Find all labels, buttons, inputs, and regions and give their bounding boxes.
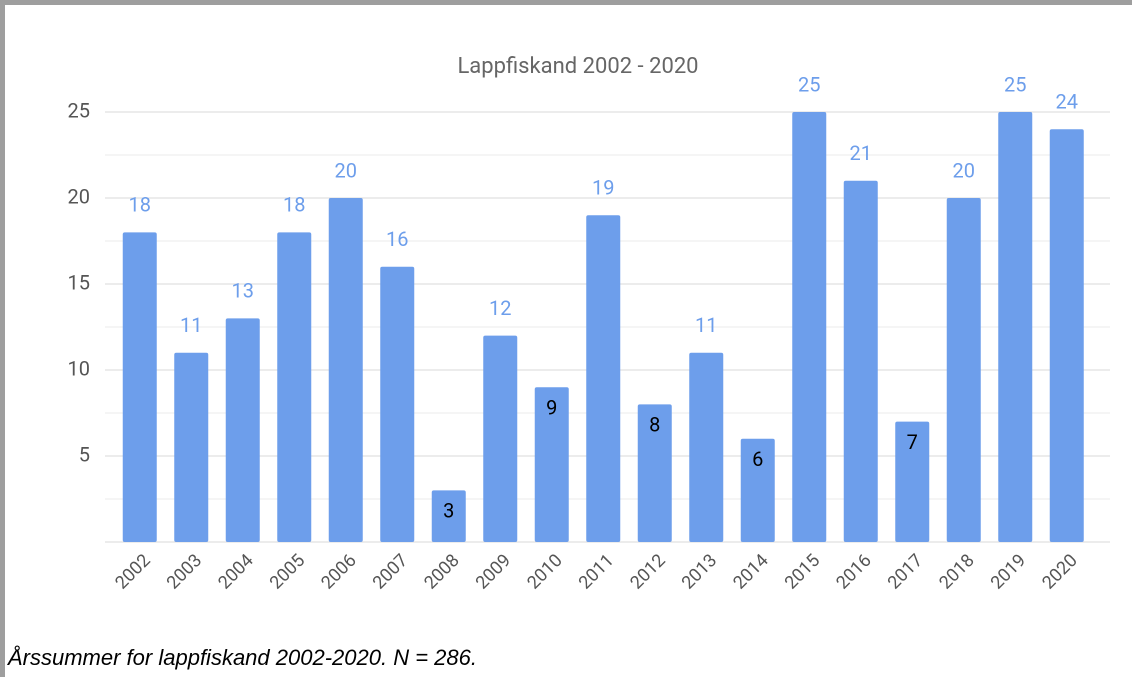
bar bbox=[998, 112, 1033, 542]
value-label: 11 bbox=[180, 313, 202, 337]
value-label: 8 bbox=[649, 413, 660, 437]
bar bbox=[122, 232, 157, 542]
x-tick-label: 2007 bbox=[369, 550, 412, 593]
value-label: 21 bbox=[850, 141, 872, 165]
x-tick-label: 2017 bbox=[884, 550, 927, 593]
y-tick-label: 20 bbox=[68, 184, 90, 208]
x-tick-label: 2009 bbox=[472, 550, 515, 593]
x-tick-label: 2015 bbox=[781, 550, 824, 593]
x-tick-label: 2014 bbox=[729, 550, 772, 593]
bar bbox=[740, 438, 775, 542]
y-tick-label: 5 bbox=[79, 442, 90, 466]
bar bbox=[895, 421, 930, 542]
value-label: 7 bbox=[907, 430, 918, 454]
value-label: 18 bbox=[129, 193, 151, 217]
bar bbox=[431, 490, 466, 542]
chart-title: Lappfiskand 2002 - 2020 bbox=[457, 54, 698, 79]
value-label: 11 bbox=[695, 313, 717, 337]
x-tick-label: 2016 bbox=[832, 550, 875, 593]
bar bbox=[792, 112, 827, 542]
bar bbox=[586, 215, 621, 542]
value-label: 24 bbox=[1056, 89, 1078, 113]
value-label: 20 bbox=[953, 158, 975, 182]
x-tick-label: 2006 bbox=[317, 550, 360, 593]
bar bbox=[1049, 129, 1084, 542]
bar bbox=[277, 232, 312, 542]
x-tick-label: 2003 bbox=[163, 550, 206, 593]
caption: Årssummer for lappfiskand 2002-2020. N =… bbox=[8, 645, 477, 670]
bar bbox=[534, 387, 569, 542]
value-label: 3 bbox=[443, 499, 454, 523]
value-label: 12 bbox=[489, 296, 511, 320]
y-tick-label: 25 bbox=[68, 98, 90, 122]
value-label: 6 bbox=[752, 447, 763, 471]
chart: Lappfiskand 2002 - 2020 5 10 15 20 25 18 2002 1… bbox=[68, 54, 1110, 594]
value-label: 16 bbox=[386, 227, 408, 251]
bar bbox=[174, 352, 209, 542]
y-tick-label: 10 bbox=[68, 356, 90, 380]
x-tick-label: 2002 bbox=[111, 550, 154, 593]
x-tick-label: 2012 bbox=[626, 550, 669, 593]
value-label: 20 bbox=[335, 158, 357, 182]
bar bbox=[225, 318, 260, 542]
value-label: 13 bbox=[232, 279, 254, 303]
value-label: 25 bbox=[798, 72, 820, 96]
x-tick-label: 2010 bbox=[523, 550, 566, 593]
x-tick-label: 2005 bbox=[266, 550, 309, 593]
bar bbox=[946, 198, 981, 542]
value-label: 25 bbox=[1004, 72, 1026, 96]
value-label: 19 bbox=[592, 175, 614, 199]
y-tick-label: 15 bbox=[68, 270, 90, 294]
x-tick-label: 2019 bbox=[987, 550, 1030, 593]
x-tick-label: 2018 bbox=[935, 550, 978, 593]
x-tick-label: 2011 bbox=[575, 550, 618, 593]
bar bbox=[689, 352, 724, 542]
bar bbox=[637, 404, 672, 542]
x-tick-label: 2004 bbox=[214, 550, 257, 593]
x-tick-label: 2008 bbox=[420, 550, 463, 593]
bar bbox=[843, 180, 878, 543]
x-tick-label: 2013 bbox=[678, 550, 721, 593]
value-label: 18 bbox=[283, 193, 305, 217]
bar bbox=[483, 335, 518, 542]
bar bbox=[380, 266, 415, 542]
x-tick-label: 2020 bbox=[1038, 550, 1081, 593]
value-label: 9 bbox=[546, 395, 557, 419]
bar bbox=[328, 198, 363, 542]
